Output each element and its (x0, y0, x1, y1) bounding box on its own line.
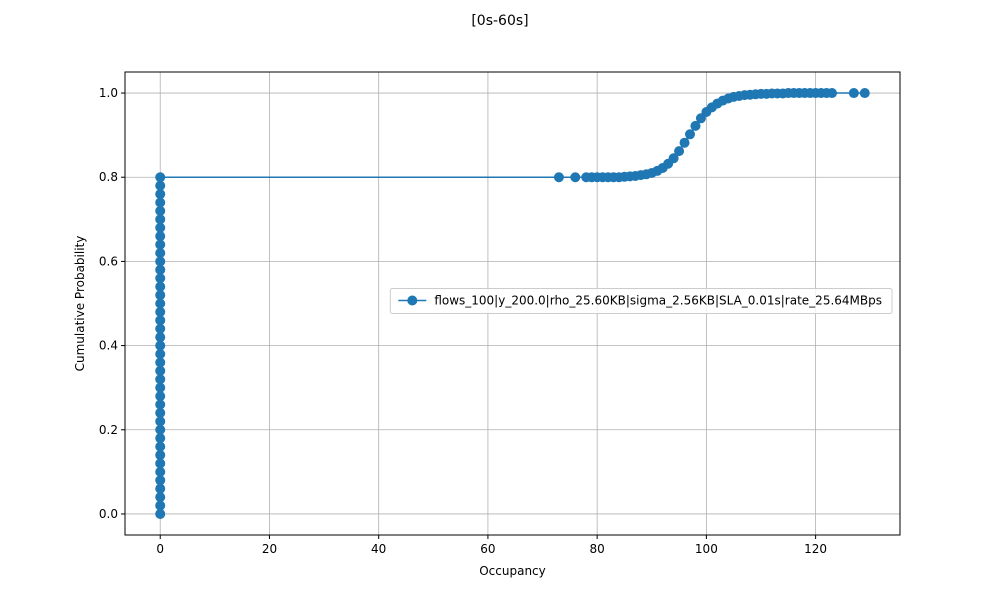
y-tick-label: 0.8 (99, 170, 118, 184)
data-point (848, 88, 859, 99)
data-point (155, 492, 166, 503)
data-point (155, 323, 166, 334)
data-point (155, 306, 166, 317)
y-tick-label: 1.0 (99, 86, 118, 100)
data-point (155, 357, 166, 368)
x-tick-label: 40 (371, 542, 386, 556)
data-point (155, 349, 166, 360)
data-point (155, 441, 166, 452)
plot-frame (124, 71, 901, 536)
legend-box (389, 288, 893, 314)
data-point (155, 290, 166, 301)
data-point (155, 256, 166, 267)
data-point (155, 450, 166, 461)
data-point (155, 433, 166, 444)
y-tick-label: 0.0 (99, 507, 118, 521)
x-tick-label: 20 (262, 542, 277, 556)
data-point (155, 172, 166, 183)
data-point (155, 315, 166, 326)
data-point (155, 382, 166, 393)
data-point (155, 247, 166, 258)
data-point (155, 416, 166, 427)
data-point (859, 88, 870, 99)
data-point (155, 231, 166, 242)
data-point (155, 475, 166, 486)
x-tick-label: 120 (804, 542, 827, 556)
grid-layer (125, 72, 900, 535)
data-point (155, 205, 166, 216)
data-point (553, 172, 564, 183)
data-point (685, 129, 696, 140)
data-point (690, 120, 701, 131)
data-point (674, 146, 685, 157)
data-point (668, 153, 679, 164)
data-point (155, 197, 166, 208)
tick-layer: 0 20 40 60 80 100 120 0.0 0.2 0.4 0.6 0.8 1.0 (99, 86, 827, 556)
data-point (155, 298, 166, 309)
data-point (155, 281, 166, 292)
x-tick-label: 100 (695, 542, 718, 556)
data-point (155, 374, 166, 385)
data-point (827, 88, 838, 99)
data-point (679, 137, 690, 148)
data-point (155, 399, 166, 410)
data-point (155, 214, 166, 225)
data-point (155, 180, 166, 191)
data-point (155, 222, 166, 233)
data-point (155, 332, 166, 343)
data-point (155, 189, 166, 200)
y-tick-label: 0.4 (99, 339, 118, 353)
data-point (155, 273, 166, 284)
legend-marker-swatch (407, 295, 418, 306)
data-point (155, 264, 166, 275)
data-point (155, 424, 166, 435)
y-tick-label: 0.2 (99, 423, 118, 437)
data-point (155, 340, 166, 351)
data-point (155, 466, 166, 477)
data-point (155, 365, 166, 376)
y-tick-label: 0.6 (99, 254, 118, 268)
data-point (155, 500, 166, 511)
data-point (155, 508, 166, 519)
legend: flows_100|y_200.0|rho_25.60KB|sigma_2.56… (389, 288, 893, 314)
x-tick-label: 80 (590, 542, 605, 556)
y-axis-label: Cumulative Probability (73, 236, 87, 372)
data-point (155, 407, 166, 418)
data-point (570, 172, 581, 183)
data-point (155, 483, 166, 494)
data-point (155, 458, 166, 469)
x-tick-label: 60 (480, 542, 495, 556)
data-point (155, 239, 166, 250)
series-layer (155, 88, 870, 519)
x-axis-label: Occupancy (479, 564, 546, 578)
x-tick-label: 0 (156, 542, 164, 556)
chart-title: [0s-60s] (471, 13, 528, 29)
data-point (155, 391, 166, 402)
legend-entry-label: flows_100|y_200.0|rho_25.60KB|sigma_2.56… (434, 294, 882, 308)
